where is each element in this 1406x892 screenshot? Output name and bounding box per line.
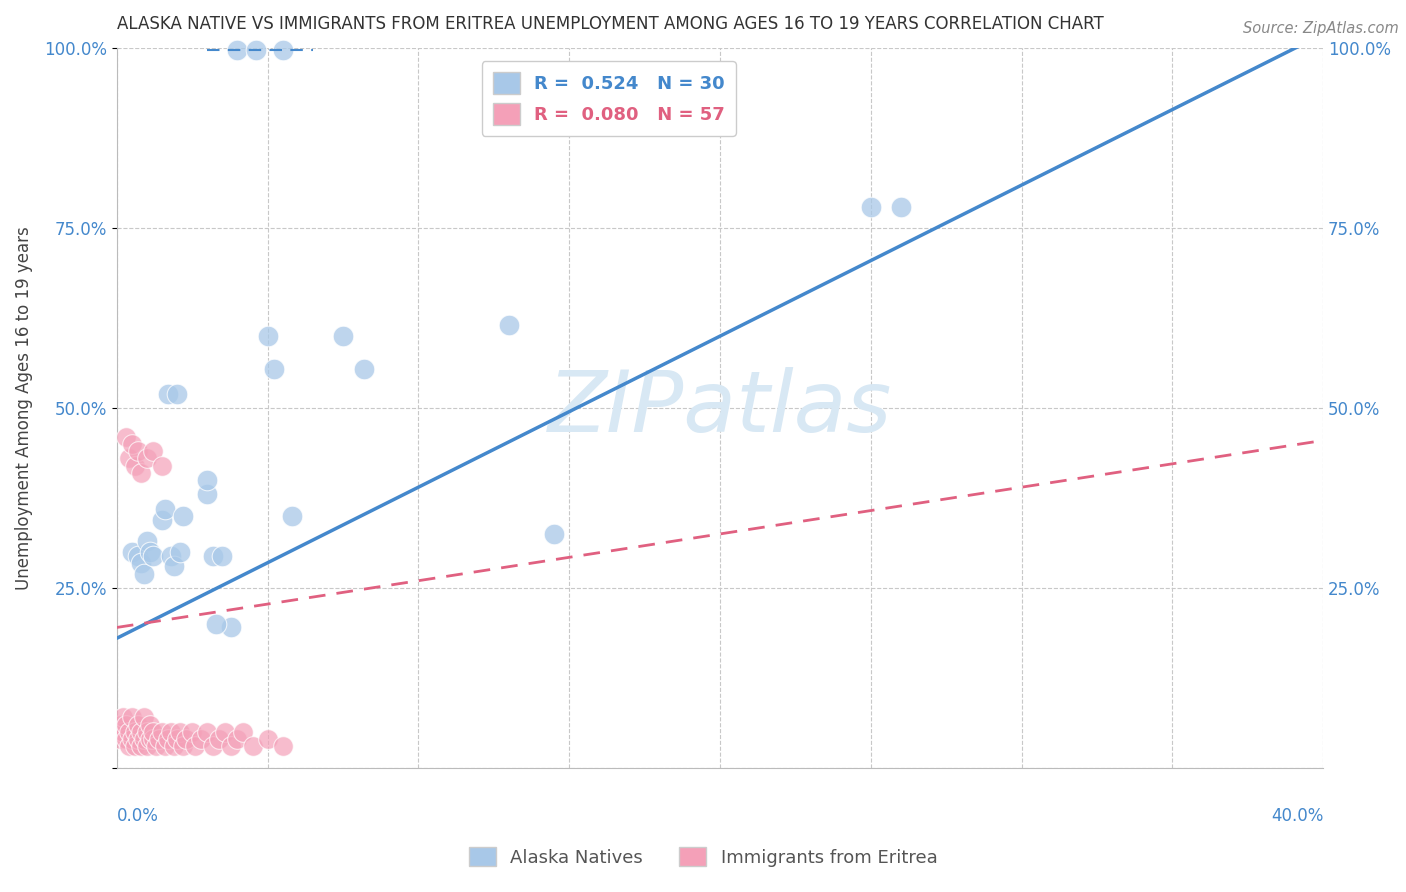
Point: [221, 620, 243, 634]
Point: [115, 430, 138, 444]
Point: [890, 200, 912, 214]
Point: [256, 731, 278, 746]
Point: [498, 318, 520, 333]
Point: [136, 724, 159, 739]
Point: [145, 739, 167, 753]
Point: [190, 731, 212, 746]
Point: [111, 710, 134, 724]
Point: [139, 545, 162, 559]
Point: [163, 559, 186, 574]
Point: [142, 444, 165, 458]
Point: [121, 437, 143, 451]
Point: [142, 731, 165, 746]
Point: [172, 508, 194, 523]
Point: [332, 329, 354, 343]
Point: [169, 724, 191, 739]
Point: [202, 549, 225, 563]
Point: [132, 710, 155, 724]
Point: [111, 724, 134, 739]
Point: [271, 43, 294, 57]
Point: [195, 473, 218, 487]
Text: ALASKA NATIVE VS IMMIGRANTS FROM ERITREA UNEMPLOYMENT AMONG AGES 16 TO 19 YEARS : ALASKA NATIVE VS IMMIGRANTS FROM ERITREA…: [117, 15, 1104, 33]
Point: [136, 534, 159, 549]
Point: [124, 739, 146, 753]
Point: [195, 724, 218, 739]
Point: [543, 527, 565, 541]
Point: [221, 739, 243, 753]
Point: [139, 731, 162, 746]
Point: [181, 724, 204, 739]
Point: [205, 616, 228, 631]
Point: [148, 731, 170, 746]
Point: [226, 43, 249, 57]
Point: [127, 444, 149, 458]
Point: [202, 739, 225, 753]
Y-axis label: Unemployment Among Ages 16 to 19 years: Unemployment Among Ages 16 to 19 years: [15, 227, 32, 590]
Point: [108, 717, 131, 731]
Point: [108, 731, 131, 746]
Point: [115, 731, 138, 746]
Point: [859, 200, 882, 214]
Point: [281, 508, 304, 523]
Point: [160, 549, 183, 563]
Legend: Alaska Natives, Immigrants from Eritrea: Alaska Natives, Immigrants from Eritrea: [461, 840, 945, 874]
Text: 40.0%: 40.0%: [1271, 807, 1323, 825]
Point: [166, 731, 188, 746]
Point: [169, 545, 191, 559]
Point: [127, 731, 149, 746]
Point: [256, 329, 278, 343]
Point: [263, 361, 285, 376]
Point: [121, 731, 143, 746]
Point: [163, 739, 186, 753]
Point: [118, 724, 141, 739]
Point: [124, 458, 146, 473]
Point: [174, 731, 197, 746]
Point: [129, 466, 152, 480]
Point: [245, 43, 267, 57]
Point: [129, 724, 152, 739]
Legend: R =  0.524   N = 30, R =  0.080   N = 57: R = 0.524 N = 30, R = 0.080 N = 57: [482, 61, 735, 136]
Point: [132, 731, 155, 746]
Point: [121, 710, 143, 724]
Point: [142, 724, 165, 739]
Point: [232, 724, 254, 739]
Point: [271, 739, 294, 753]
Point: [242, 739, 264, 753]
Text: Source: ZipAtlas.com: Source: ZipAtlas.com: [1243, 21, 1399, 36]
Point: [142, 549, 165, 563]
Text: 0.0%: 0.0%: [117, 807, 159, 825]
Point: [118, 451, 141, 466]
Point: [124, 724, 146, 739]
Point: [153, 501, 176, 516]
Point: [157, 731, 180, 746]
Point: [127, 549, 149, 563]
Point: [150, 724, 173, 739]
Point: [129, 556, 152, 570]
Point: [184, 739, 207, 753]
Point: [214, 724, 236, 739]
Point: [121, 545, 143, 559]
Point: [153, 739, 176, 753]
Point: [226, 731, 249, 746]
Point: [129, 739, 152, 753]
Point: [353, 361, 375, 376]
Point: [132, 566, 155, 581]
Point: [208, 731, 231, 746]
Point: [150, 458, 173, 473]
Point: [139, 717, 162, 731]
Point: [115, 717, 138, 731]
Point: [195, 487, 218, 501]
Point: [211, 549, 233, 563]
Point: [136, 739, 159, 753]
Point: [166, 386, 188, 401]
Point: [160, 724, 183, 739]
Point: [136, 451, 159, 466]
Point: [127, 717, 149, 731]
Text: ZIPatlas: ZIPatlas: [548, 367, 893, 450]
Point: [118, 739, 141, 753]
Point: [157, 386, 180, 401]
Point: [172, 739, 194, 753]
Point: [150, 512, 173, 526]
